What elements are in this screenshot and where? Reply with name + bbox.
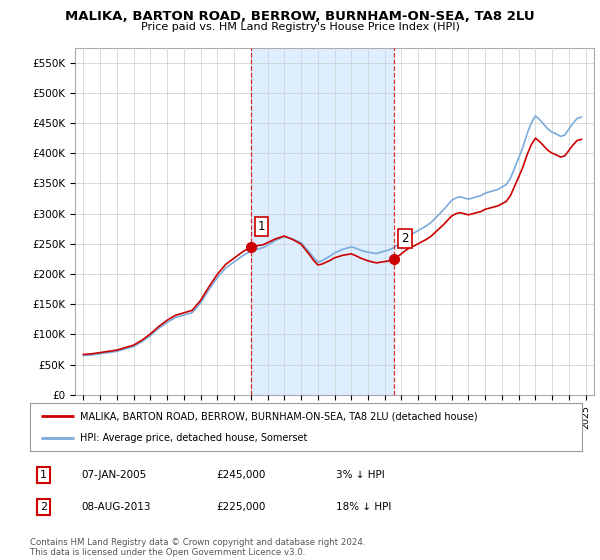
Text: 2: 2 [401,232,409,245]
Text: 18% ↓ HPI: 18% ↓ HPI [336,502,391,512]
Text: 08-AUG-2013: 08-AUG-2013 [81,502,151,512]
Text: £225,000: £225,000 [216,502,265,512]
Text: 1: 1 [258,220,265,233]
Text: 2: 2 [40,502,47,512]
Text: MALIKA, BARTON ROAD, BERROW, BURNHAM-ON-SEA, TA8 2LU (detached house): MALIKA, BARTON ROAD, BERROW, BURNHAM-ON-… [80,411,478,421]
Text: 3% ↓ HPI: 3% ↓ HPI [336,470,385,480]
Text: £245,000: £245,000 [216,470,265,480]
Text: Contains HM Land Registry data © Crown copyright and database right 2024.
This d: Contains HM Land Registry data © Crown c… [30,538,365,557]
Text: 07-JAN-2005: 07-JAN-2005 [81,470,146,480]
Text: HPI: Average price, detached house, Somerset: HPI: Average price, detached house, Some… [80,433,307,443]
Text: 1: 1 [40,470,47,480]
Text: Price paid vs. HM Land Registry's House Price Index (HPI): Price paid vs. HM Land Registry's House … [140,22,460,32]
Text: MALIKA, BARTON ROAD, BERROW, BURNHAM-ON-SEA, TA8 2LU: MALIKA, BARTON ROAD, BERROW, BURNHAM-ON-… [65,10,535,23]
Bar [251,48,394,395]
